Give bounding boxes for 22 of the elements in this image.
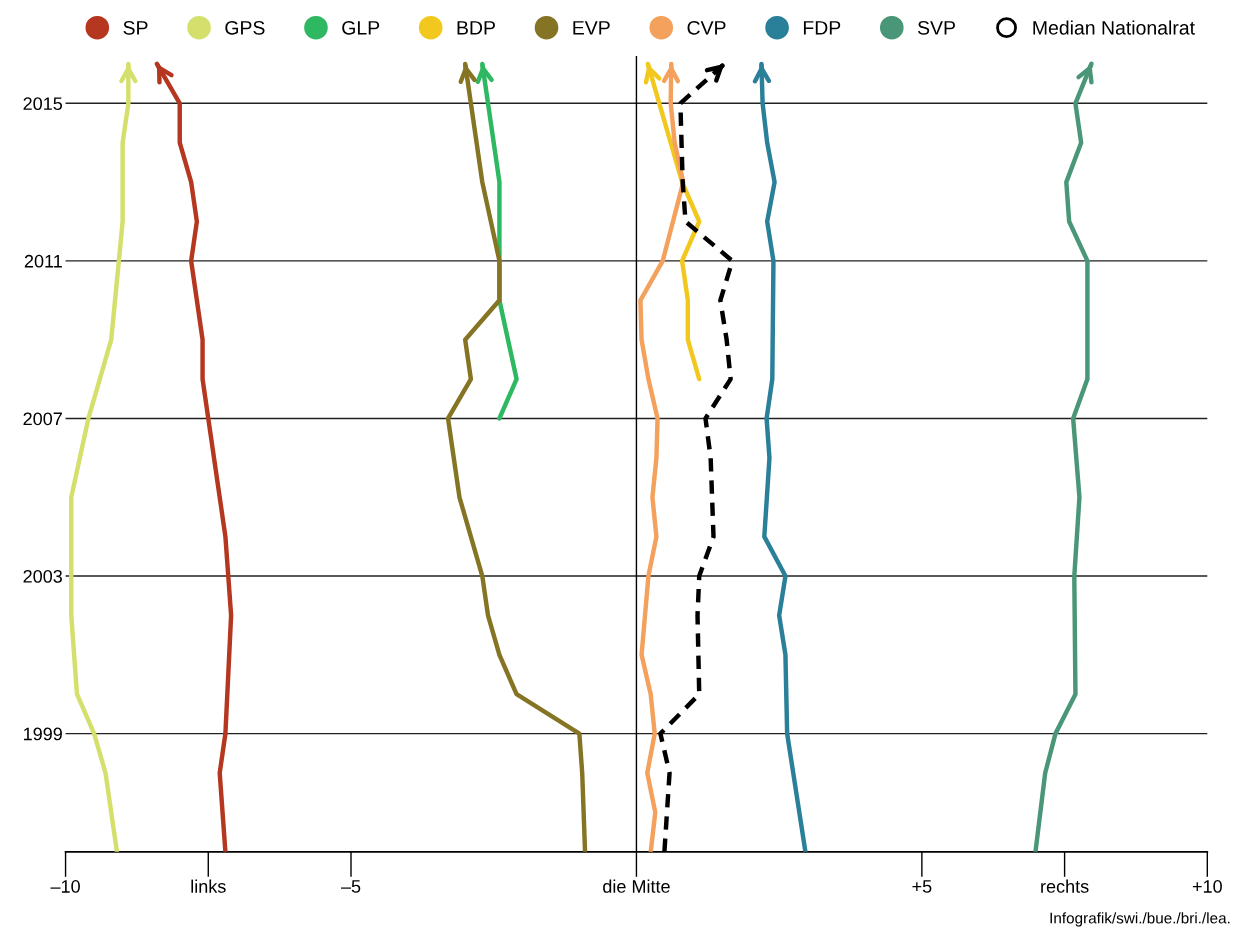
legend-label: SVP <box>917 20 955 35</box>
x-tick-label: –10 <box>50 880 80 893</box>
x-tick-label: links <box>191 879 226 893</box>
y-tick-label: 2011 <box>24 254 62 268</box>
x-tick-label: rechts <box>1041 879 1089 893</box>
x-tick-label: +10 <box>1192 880 1222 893</box>
y-tick-label: 1999 <box>24 727 62 741</box>
legend-label: GPS <box>225 20 265 35</box>
x-tick-label: die Mitte <box>603 879 670 893</box>
legend-label: Median Nationalrat <box>1033 20 1195 35</box>
x-tick-label: –5 <box>340 880 361 893</box>
legend-label: CVP <box>687 20 726 35</box>
legend-label: BDP <box>457 21 495 35</box>
legend-label: SP <box>123 20 148 35</box>
text: Infografik/swi./bue./bri./lea. <box>1050 912 1230 927</box>
y-tick-label: 2007 <box>23 412 62 426</box>
x-tick-label: +5 <box>912 880 932 893</box>
legend-label: GLP <box>342 20 380 35</box>
y-tick-label: 2015 <box>23 97 63 111</box>
legend-label: EVP <box>573 21 610 35</box>
y-tick-label: 2003 <box>23 569 62 583</box>
legend-label: FDP <box>803 21 841 35</box>
